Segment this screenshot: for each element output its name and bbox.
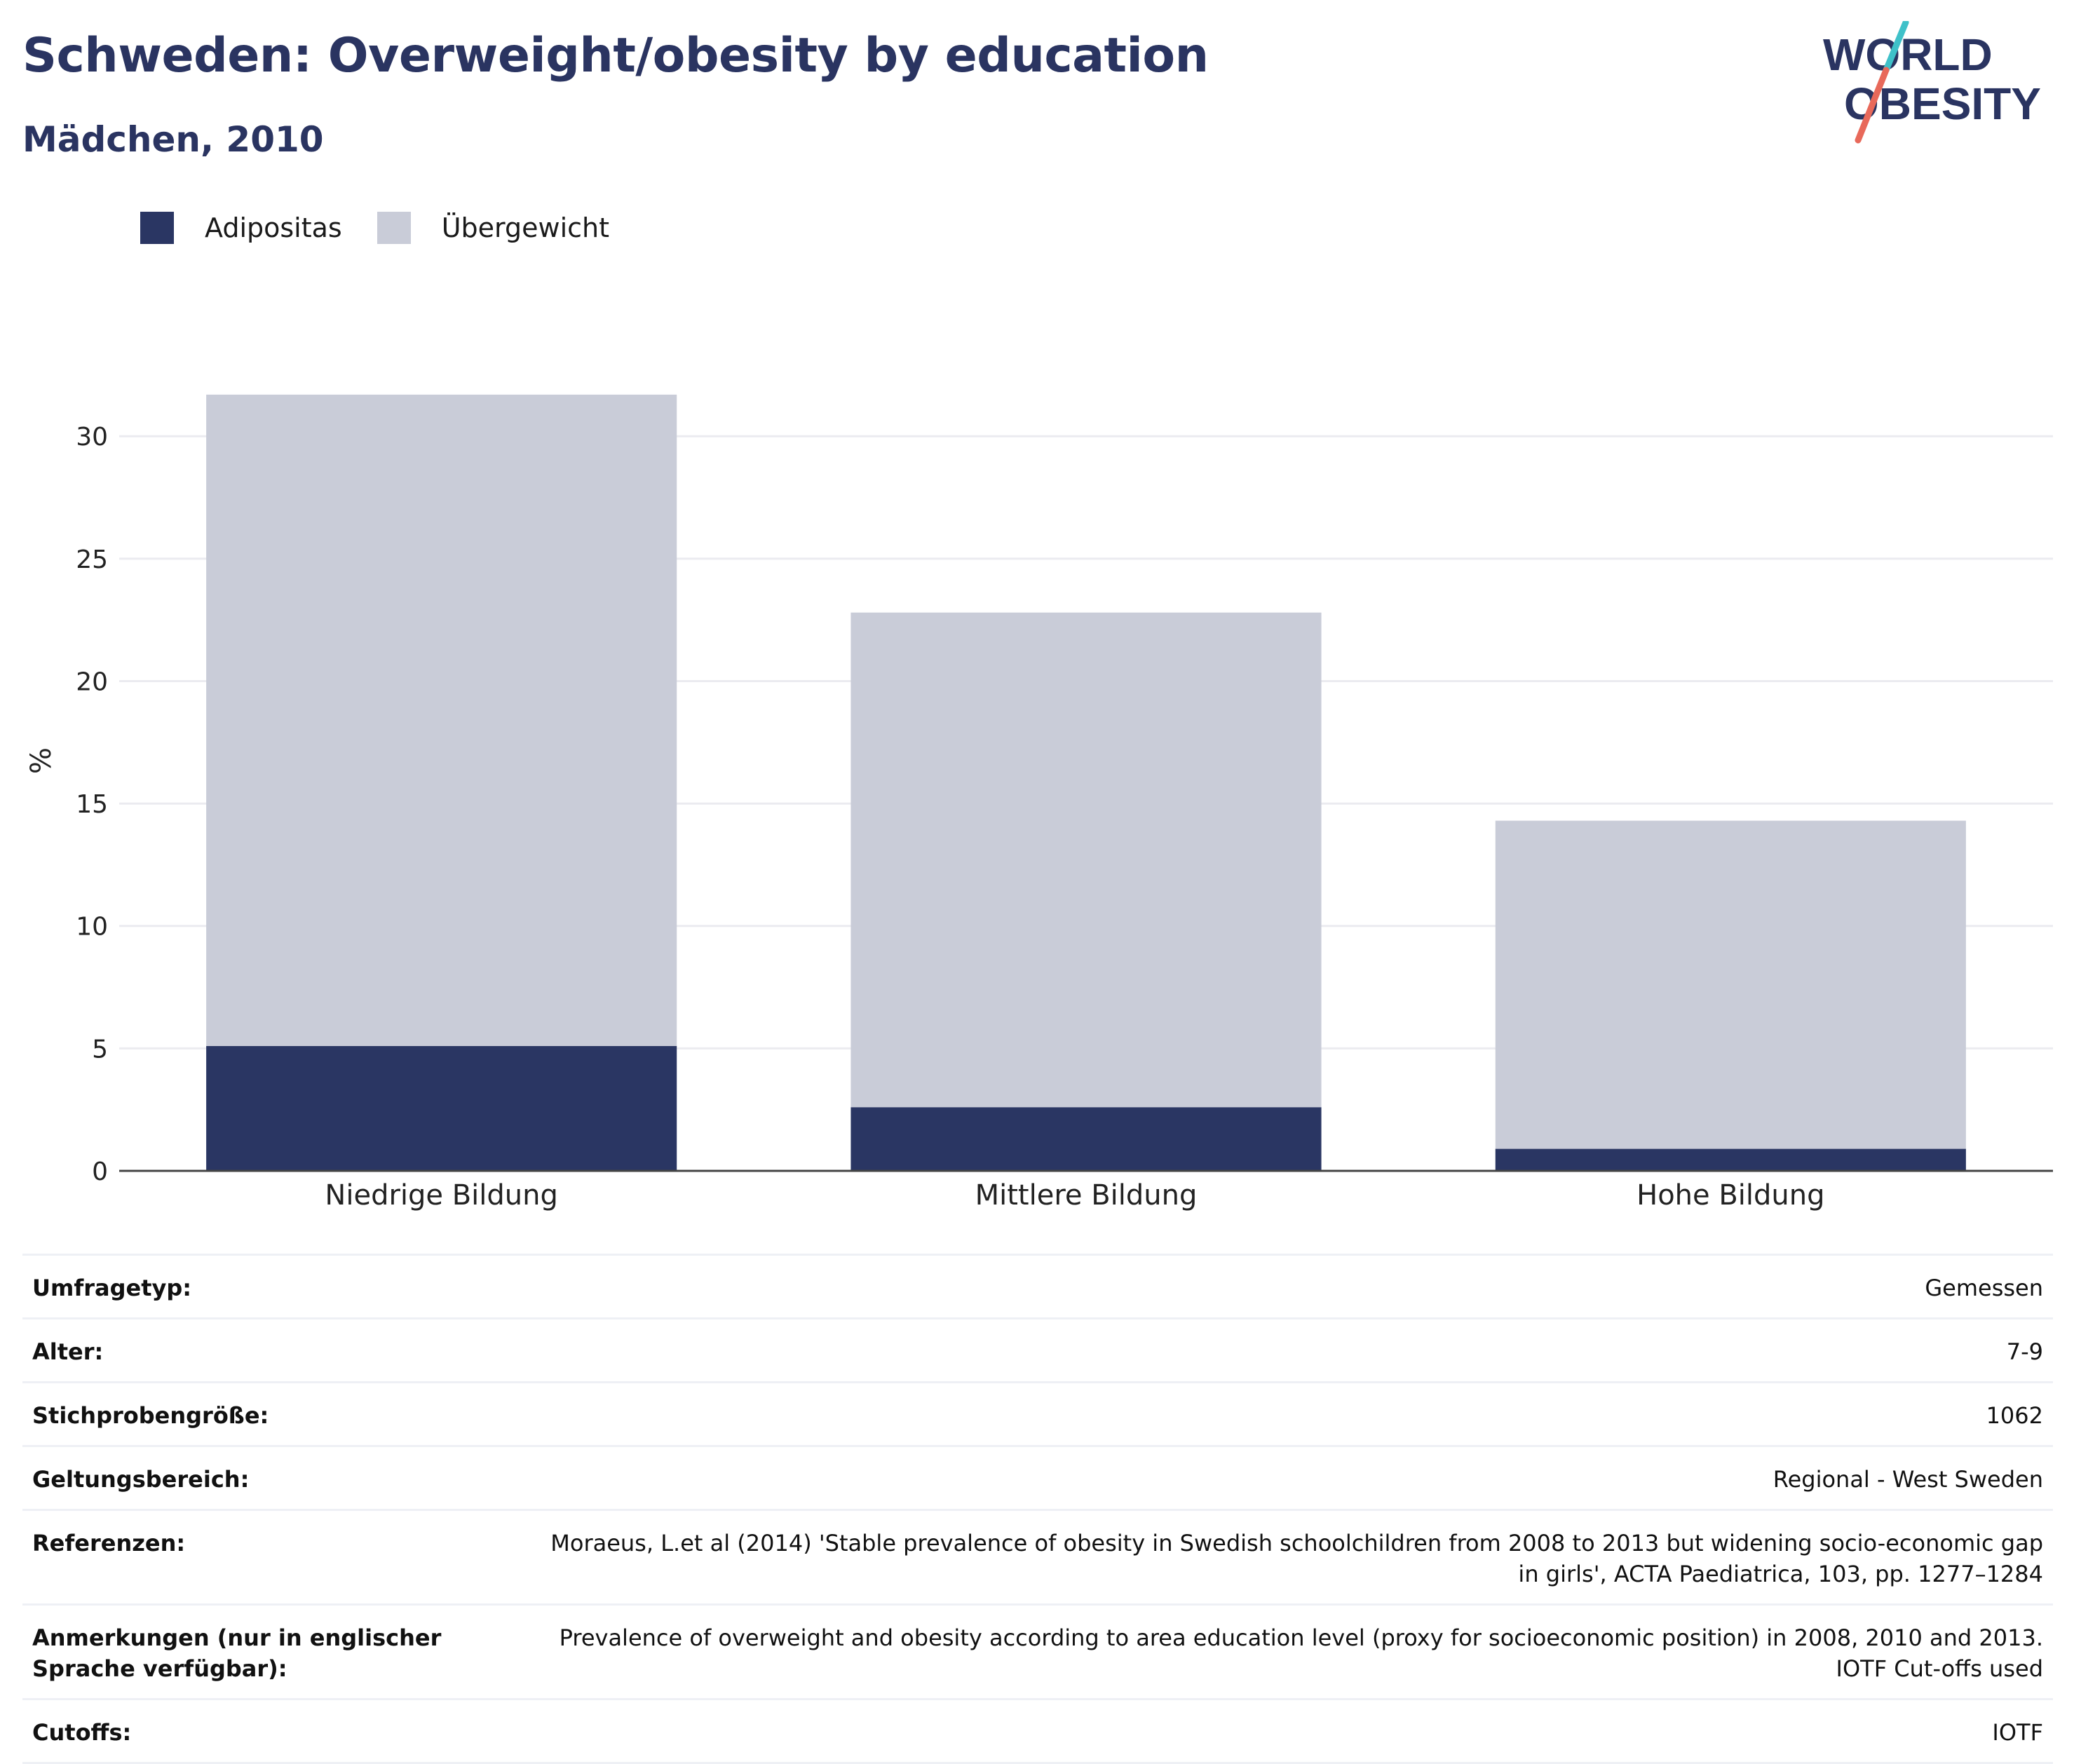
y-tick-label-15: 15: [76, 790, 108, 819]
bar-adipositas-0: [206, 1045, 677, 1171]
metadata-value: 7-9: [2006, 1338, 2043, 1365]
legend-swatch-uebergewicht: [377, 212, 411, 244]
legend-label-adipositas: Adipositas: [205, 212, 342, 243]
metadata-key: Referenzen:: [32, 1530, 186, 1556]
legend-item-adipositas[interactable]: Adipositas: [140, 212, 342, 244]
legend-swatch-adipositas: [140, 212, 174, 244]
metadata-value: Regional - West Sweden: [1773, 1466, 2043, 1493]
x-tick-label-1: Mittlere Bildung: [975, 1179, 1198, 1212]
metadata-row: Stichprobengröße: 1062: [22, 1381, 2053, 1445]
metadata-table: Umfragetyp: Gemessen Alter: 7-9 Stichprobeng…: [22, 1254, 2053, 1764]
legend-item-uebergewicht[interactable]: Übergewicht: [377, 212, 609, 244]
metadata-row: Anmerkungen (nur in englischer Sprache v…: [22, 1603, 2053, 1698]
chart-legend: Adipositas Übergewicht: [140, 210, 644, 245]
metadata-value: Prevalence of overweight and obesity acc…: [559, 1624, 2043, 1682]
stacked-bar-chart: 0 5 10 15 20 25 30% Niedrige Bildung Mittlere Bi…: [25, 394, 2053, 1212]
y-tick-label-20: 20: [76, 667, 108, 696]
bar-uebergewicht-2: [1495, 820, 1966, 1149]
y-tick-label-10: 10: [76, 913, 108, 942]
metadata-key: Geltungsbereich:: [32, 1466, 250, 1493]
metadata-row: Geltungsbereich: Regional - West Sweden: [22, 1445, 2053, 1509]
bar-uebergewicht-1: [850, 612, 1322, 1108]
metadata-key: Umfragetyp:: [32, 1275, 192, 1301]
metadata-key: Anmerkungen (nur in englischer Sprache v…: [32, 1624, 442, 1682]
x-tick-label-0: Niedrige Bildung: [325, 1179, 557, 1212]
metadata-row: Umfragetyp: Gemessen: [22, 1254, 2053, 1317]
metadata-key: Stichprobengröße:: [32, 1402, 269, 1429]
y-axis-label: %: [25, 747, 57, 774]
y-tick-label-30: 30: [76, 423, 108, 452]
y-tick-label-0: 0: [92, 1158, 108, 1186]
bar-adipositas-2: [1495, 1148, 1966, 1171]
metadata-key: Alter:: [32, 1338, 104, 1365]
y-tick-label-5: 5: [92, 1035, 108, 1064]
chart-subtitle: Mädchen, 2010: [22, 119, 324, 160]
chart-title: Schweden: Overweight/obesity by educatio…: [22, 28, 1209, 83]
metadata-value: 1062: [1986, 1402, 2043, 1429]
metadata-value: Gemessen: [1925, 1275, 2043, 1301]
metadata-row: Cutoffs: IOTF: [22, 1698, 2053, 1764]
metadata-key: Cutoffs:: [32, 1719, 132, 1746]
logo-line1: WORLD: [1823, 29, 1993, 80]
logo-slash-bottom: [1855, 67, 1890, 144]
metadata-row: Alter: 7-9: [22, 1317, 2053, 1381]
world-obesity-logo: WORLD OBESITY: [1823, 21, 2041, 144]
x-tick-label-2: Hohe Bildung: [1636, 1179, 1824, 1212]
metadata-value: Moraeus, L.et al (2014) 'Stable prevalen…: [550, 1530, 2043, 1587]
y-tick-label-25: 25: [76, 545, 108, 574]
metadata-row: Referenzen: Moraeus, L.et al (2014) 'Stab…: [22, 1509, 2053, 1603]
legend-label-uebergewicht: Übergewicht: [441, 212, 609, 243]
bar-uebergewicht-0: [206, 394, 677, 1046]
metadata-value: IOTF: [1992, 1719, 2043, 1746]
logo-slash-top: [1883, 21, 1909, 74]
bar-adipositas-1: [850, 1107, 1322, 1171]
